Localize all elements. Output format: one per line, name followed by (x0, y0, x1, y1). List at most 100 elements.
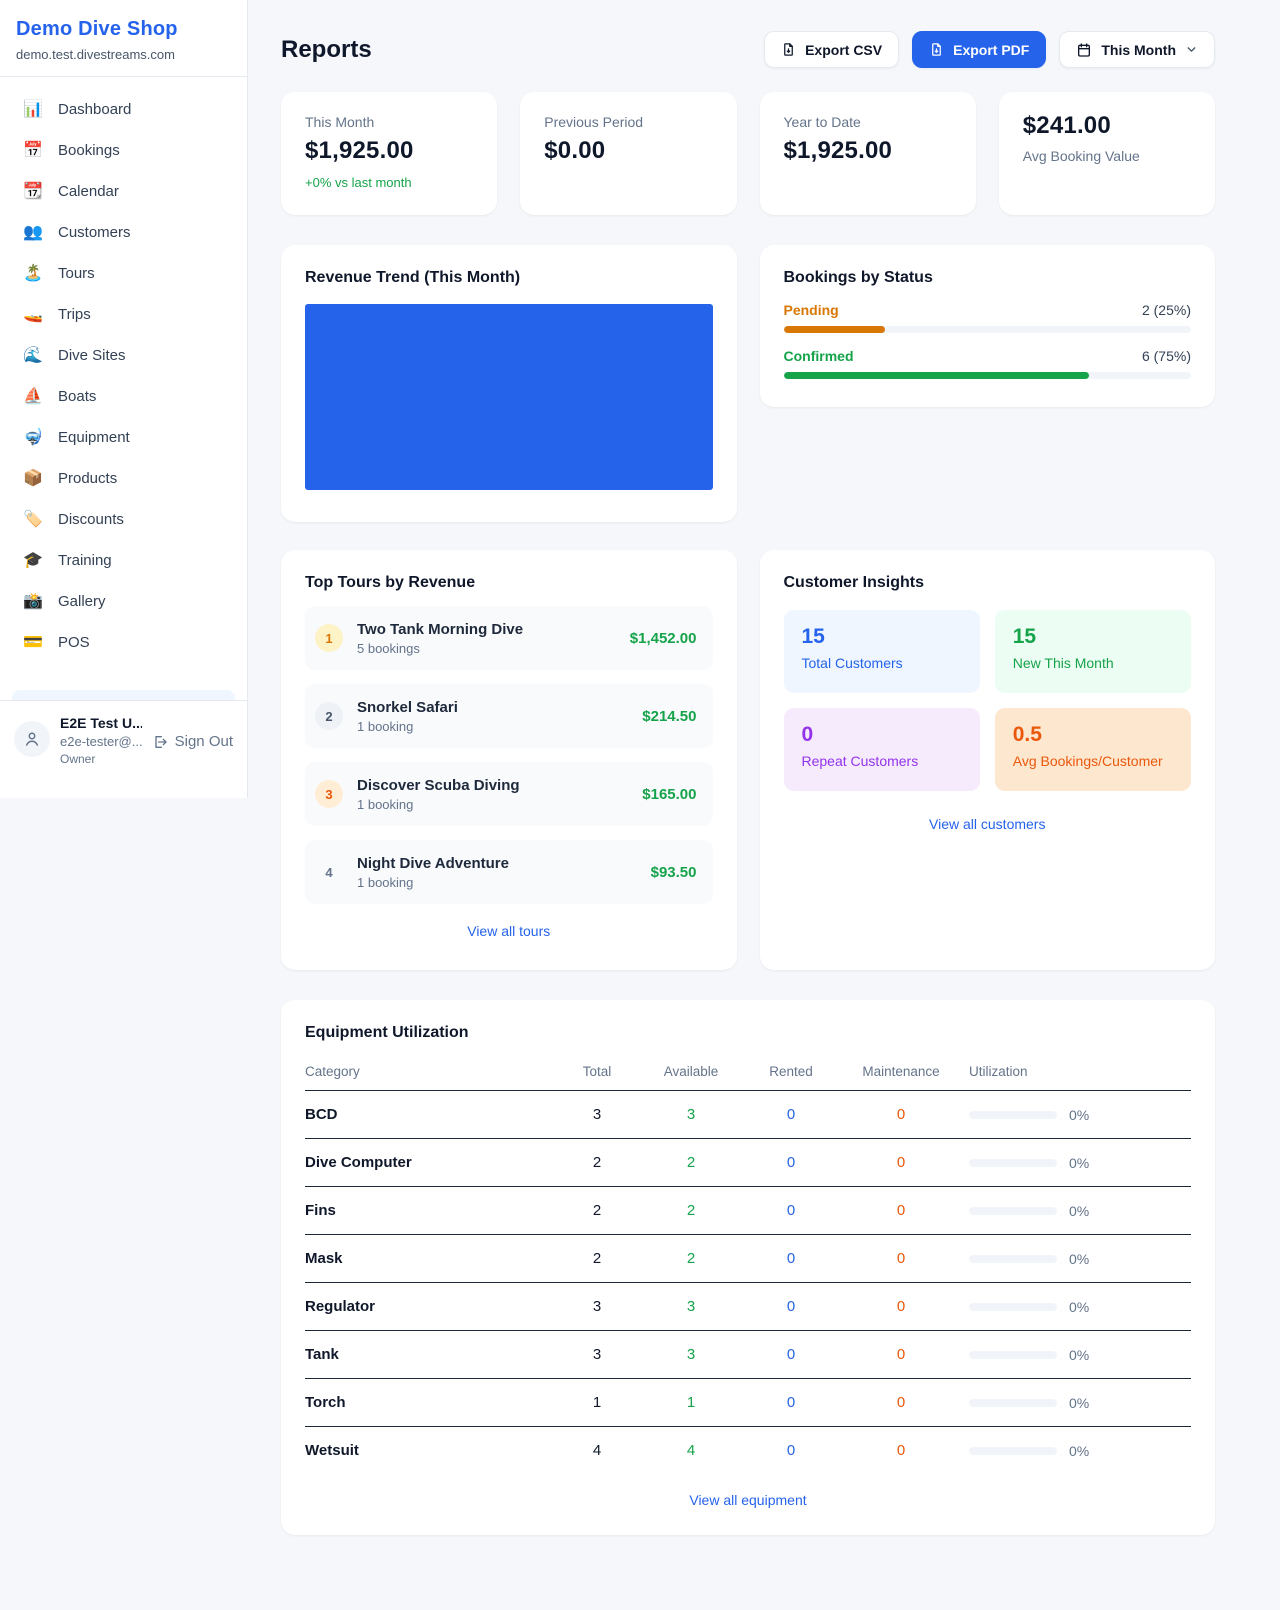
tour-list: 1 Two Tank Morning Dive 5 bookings $1,452.0… (305, 606, 713, 904)
sidebar-item-label: Discounts (58, 511, 124, 528)
sidebar-item-bookings[interactable]: 📅 Bookings (12, 132, 235, 169)
lists-row: Top Tours by Revenue 1 Two Tank Morning D… (281, 550, 1215, 970)
sidebar-item-dashboard[interactable]: 📊 Dashboard (12, 91, 235, 128)
utilization-percent: 0% (1069, 1442, 1090, 1459)
cell-total: 2 (557, 1138, 637, 1187)
tour-list-item[interactable]: 2 Snorkel Safari 1 booking $214.50 (305, 684, 713, 748)
sidebar-item-tours[interactable]: 🏝️ Tours (12, 255, 235, 292)
customer-insights-title: Customer Insights (783, 574, 924, 591)
status-row-pending: Pending 2 (25%) (783, 302, 1191, 333)
cell-rented: 0 (745, 1378, 837, 1427)
bookings-by-status-title: Bookings by Status (783, 269, 933, 286)
cell-utilization: 0% (965, 1090, 1191, 1139)
sidebar-item-label: Calendar (58, 183, 119, 200)
cell-rented: 0 (745, 1186, 837, 1235)
insight-label: Total Customers (801, 655, 903, 671)
cell-utilization: 0% (965, 1138, 1191, 1187)
view-all-tours-link[interactable]: View all tours (305, 923, 713, 939)
camera-icon: 📸 (23, 592, 43, 610)
sidebar-item-customers[interactable]: 👥 Customers (12, 214, 235, 251)
tear-calendar-icon: 📆 (23, 182, 43, 200)
utilization-percent: 0% (1069, 1202, 1090, 1219)
tour-list-item[interactable]: 3 Discover Scuba Diving 1 booking $165.00 (305, 762, 713, 826)
insight-tile-total-customers: 15 Total Customers (783, 610, 980, 693)
sign-out-label: Sign Out (174, 733, 233, 750)
export-csv-button[interactable]: Export CSV (764, 31, 900, 68)
equipment-utilization-card: Equipment Utilization Category Total Avail… (281, 1000, 1215, 1535)
brand-block: Demo Dive Shop demo.test.divestreams.com (0, 0, 247, 77)
table-row: Mask 2 2 0 0 0% (305, 1234, 1191, 1283)
cell-utilization: 0% (965, 1427, 1191, 1475)
utilization-progress-track (969, 1446, 1057, 1455)
cell-utilization: 0% (965, 1186, 1191, 1235)
sidebar-item-label: Gallery (58, 593, 106, 610)
cell-rented: 0 (745, 1234, 837, 1283)
insight-value: 0 (801, 723, 814, 746)
status-count: 6 (75%) (1141, 348, 1191, 364)
sailboat-icon: ⛵ (23, 387, 43, 405)
sidebar-item-products[interactable]: 📦 Products (12, 460, 235, 497)
cell-maintenance: 0 (837, 1378, 965, 1427)
sidebar-item-equipment[interactable]: 🤿 Equipment (12, 419, 235, 456)
view-all-equipment-link[interactable]: View all equipment (305, 1492, 1191, 1508)
stat-trend: +0% vs last month (305, 175, 412, 190)
utilization-progress-track (969, 1350, 1057, 1359)
speedboat-icon: 🚤 (23, 305, 43, 323)
tour-revenue: $165.00 (642, 785, 697, 803)
tour-list-item[interactable]: 1 Two Tank Morning Dive 5 bookings $1,452.0… (305, 606, 713, 670)
sidebar-item-reports-active-partial[interactable] (12, 690, 235, 700)
calendar-icon (1078, 42, 1091, 57)
status-progress-fill (783, 372, 1090, 379)
utilization-percent: 0% (1069, 1154, 1090, 1171)
rank-badge: 3 (315, 780, 343, 808)
tour-name: Discover Scuba Diving (357, 776, 520, 794)
cell-total: 1 (557, 1378, 637, 1427)
sidebar-item-discounts[interactable]: 🏷️ Discounts (12, 501, 235, 538)
equipment-utilization-title: Equipment Utilization (305, 1024, 469, 1041)
tour-bookings: 1 booking (357, 796, 414, 812)
top-tours-card: Top Tours by Revenue 1 Two Tank Morning D… (281, 550, 737, 970)
sidebar-item-training[interactable]: 🎓 Training (12, 542, 235, 579)
table-row: Tank 3 3 0 0 0% (305, 1330, 1191, 1379)
view-all-customers-link[interactable]: View all customers (784, 816, 1192, 832)
cell-total: 3 (557, 1282, 637, 1331)
sidebar: Demo Dive Shop demo.test.divestreams.com… (0, 0, 248, 798)
cell-rented: 0 (786, 1442, 796, 1460)
table-row: Dive Computer 2 2 0 0 0% (305, 1138, 1191, 1187)
main-content: Reports Export CSV Export PDF This Month (281, 0, 1215, 1535)
sidebar-item-dive-sites[interactable]: 🌊 Dive Sites (12, 337, 235, 374)
sidebar-item-gallery[interactable]: 📸 Gallery (12, 583, 235, 620)
cell-maintenance: 0 (837, 1282, 965, 1331)
cell-category: Regulator (305, 1282, 557, 1331)
sidebar-item-calendar[interactable]: 📆 Calendar (12, 173, 235, 210)
sign-out-icon (154, 735, 167, 748)
diving-mask-icon: 🤿 (23, 428, 43, 446)
stat-card-year-to-date: Year to Date $1,925.00 (759, 92, 976, 215)
sign-out-button[interactable]: Sign Out (152, 733, 233, 750)
table-row: Regulator 3 3 0 0 0% (305, 1282, 1191, 1331)
status-label: Pending (783, 302, 839, 318)
tour-list-item[interactable]: 4 Night Dive Adventure 1 booking $93.50 (305, 840, 713, 904)
cell-total: 3 (557, 1330, 637, 1379)
wave-icon: 🌊 (23, 346, 43, 364)
sidebar-item-label: Training (58, 552, 112, 569)
stat-card-previous-period: Previous Period $0.00 (520, 92, 737, 215)
cell-rented: 0 (745, 1138, 837, 1187)
cell-available: 3 (637, 1090, 745, 1139)
sidebar-item-boats[interactable]: ⛵ Boats (12, 378, 235, 415)
sidebar-item-label: Equipment (58, 429, 130, 446)
sidebar-item-pos[interactable]: 💳 POS (12, 624, 235, 661)
sidebar-item-trips[interactable]: 🚤 Trips (12, 296, 235, 333)
table-row: Torch 1 1 0 0 0% (305, 1378, 1191, 1427)
column-header-category: Category (305, 1056, 557, 1091)
column-header-utilization: Utilization (965, 1056, 1191, 1091)
period-dropdown[interactable]: This Month (1059, 31, 1215, 68)
cell-maintenance: 0 (837, 1138, 965, 1187)
column-header-total: Total (557, 1056, 637, 1091)
export-pdf-button[interactable]: Export PDF (912, 31, 1047, 68)
cell-utilization: 0% (965, 1330, 1191, 1379)
insight-tile-new-this-month: 15 New This Month (994, 610, 1191, 693)
status-count: 2 (25%) (1141, 302, 1191, 318)
tag-icon: 🏷️ (23, 510, 43, 528)
chevron-down-icon (1187, 47, 1196, 52)
